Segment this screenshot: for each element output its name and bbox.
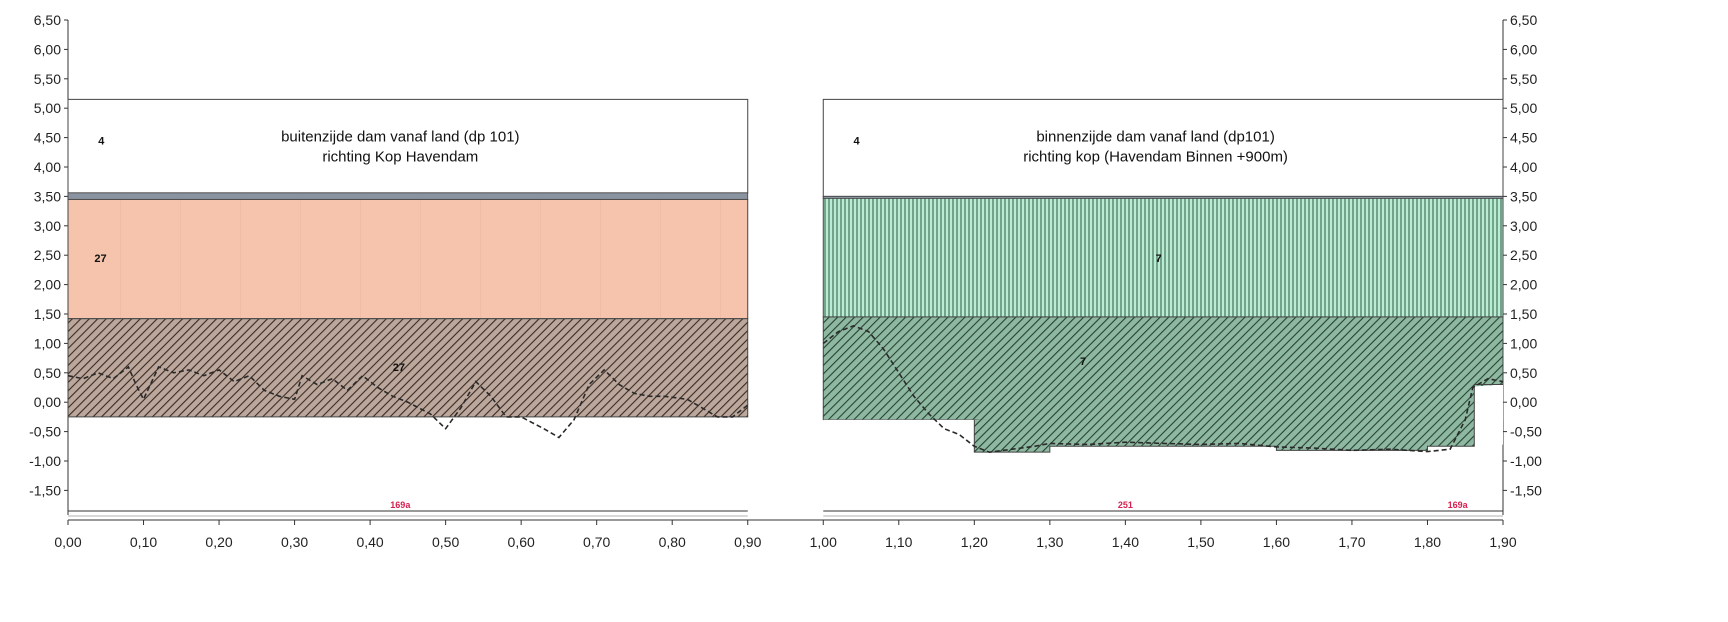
right-y-tick-label: 5,50 xyxy=(1510,71,1537,87)
panel-binnenzijde: 4 7 7 binnenzijde dam vanaf land (dp101) ric… xyxy=(822,98,1504,517)
left-y-tick-label: 2,00 xyxy=(34,277,61,293)
left-y-tick-label: -0,50 xyxy=(29,424,61,440)
x-tick-label: 1,50 xyxy=(1187,534,1214,550)
reference-label: 251 xyxy=(1118,500,1133,510)
layer-label: 4 xyxy=(98,136,105,148)
right-y-tick-label: 0,00 xyxy=(1510,394,1537,410)
layer-band xyxy=(67,98,749,194)
x-tick-label: 0,70 xyxy=(583,534,610,550)
left-y-tick-label: -1,00 xyxy=(29,453,61,469)
left-y-tick-label: 0,00 xyxy=(34,394,61,410)
lower-layer-step xyxy=(973,384,1503,453)
notch-left xyxy=(823,419,975,434)
x-tick-label: 1,90 xyxy=(1489,534,1516,550)
x-tick-label: 0,30 xyxy=(281,534,308,550)
right-y-tick-label: 2,50 xyxy=(1510,247,1537,263)
x-tick-label: 0,00 xyxy=(54,534,81,550)
right-y-tick-label: 6,00 xyxy=(1510,41,1537,57)
layer-label: 27 xyxy=(393,362,405,374)
right-y-tick-label: -1,50 xyxy=(1510,482,1542,498)
left-y-tick-label: 1,00 xyxy=(34,335,61,351)
x-tick-label: 1,20 xyxy=(961,534,988,550)
right-y-tick-label: 4,00 xyxy=(1510,159,1537,175)
left-y-tick-label: 3,50 xyxy=(34,188,61,204)
right-y-tick-label: -1,00 xyxy=(1510,453,1542,469)
right-y-tick-label: 3,50 xyxy=(1510,188,1537,204)
x-tick-label: 1,80 xyxy=(1414,534,1441,550)
panel-title-line1: binnenzijde dam vanaf land (dp101) xyxy=(1036,129,1275,146)
left-y-tick-label: 1,50 xyxy=(34,306,61,322)
right-y-tick-label: 1,50 xyxy=(1510,306,1537,322)
x-tick-label: 0,80 xyxy=(659,534,686,550)
panel-title-line1: buitenzijde dam vanaf land (dp 101) xyxy=(281,129,520,146)
right-y-tick-label: 6,50 xyxy=(1510,12,1537,28)
x-tick-label: 1,60 xyxy=(1263,534,1290,550)
layer-band xyxy=(822,195,1504,318)
x-tick-label: 0,50 xyxy=(432,534,459,550)
x-tick-label: 0,60 xyxy=(508,534,535,550)
reference-label: 169a xyxy=(390,500,411,510)
notch-right xyxy=(1474,384,1503,445)
layer-label: 4 xyxy=(853,136,860,148)
right-y-tick-label: 4,50 xyxy=(1510,130,1537,146)
panel-buitenzijde: 4 27 27 buitenzijde dam vanaf land (dp 101)… xyxy=(67,98,749,517)
left-y-tick-label: -1,50 xyxy=(29,482,61,498)
x-tick-label: 0,20 xyxy=(205,534,232,550)
left-y-tick-label: 4,00 xyxy=(34,159,61,175)
panel-title-line2: richting Kop Havendam xyxy=(322,149,478,166)
axes: 6,50 6,50 6,00 6,00 5,50 5,50 5,00 5,00 4,50 4,50… xyxy=(29,12,1542,550)
right-y-tick-label: 2,00 xyxy=(1510,277,1537,293)
x-tick-label: 1,40 xyxy=(1112,534,1139,550)
panel-title-line2: richting kop (Havendam Binnen +900m) xyxy=(1023,149,1288,166)
x-tick-label: 0,10 xyxy=(130,534,157,550)
layer-label: 27 xyxy=(94,253,106,265)
layer-label: 7 xyxy=(1156,253,1162,265)
x-tick-label: 0,40 xyxy=(356,534,383,550)
left-y-tick-label: 2,50 xyxy=(34,247,61,263)
left-y-tick-label: 5,50 xyxy=(34,71,61,87)
left-y-tick-label: 3,00 xyxy=(34,218,61,234)
ground-profile-line xyxy=(67,365,749,439)
left-y-tick-label: 6,50 xyxy=(34,12,61,28)
panels: 4 27 27 buitenzijde dam vanaf land (dp 101)… xyxy=(67,98,1504,517)
right-y-tick-label: 5,00 xyxy=(1510,100,1537,116)
right-y-tick-label: 1,00 xyxy=(1510,335,1537,351)
x-tick-label: 1,10 xyxy=(885,534,912,550)
x-tick-label: 0,90 xyxy=(734,534,761,550)
x-tick-label: 1,70 xyxy=(1338,534,1365,550)
left-y-tick-label: 5,00 xyxy=(34,100,61,116)
boundary-strip xyxy=(67,192,749,200)
ground-profile-line xyxy=(822,324,1504,454)
reference-label: 169a xyxy=(1448,500,1469,510)
right-y-tick-label: 3,00 xyxy=(1510,218,1537,234)
layer-band xyxy=(67,198,749,320)
layer-label: 7 xyxy=(1080,356,1086,368)
layer-band xyxy=(67,318,749,418)
left-y-tick-label: 6,00 xyxy=(34,41,61,57)
boundary-strip xyxy=(822,195,1504,199)
x-tick-label: 1,00 xyxy=(810,534,837,550)
right-y-tick-label: 0,50 xyxy=(1510,365,1537,381)
left-y-tick-label: 4,50 xyxy=(34,130,61,146)
left-y-tick-label: 0,50 xyxy=(34,365,61,381)
right-y-tick-label: -0,50 xyxy=(1510,424,1542,440)
x-tick-label: 1,30 xyxy=(1036,534,1063,550)
